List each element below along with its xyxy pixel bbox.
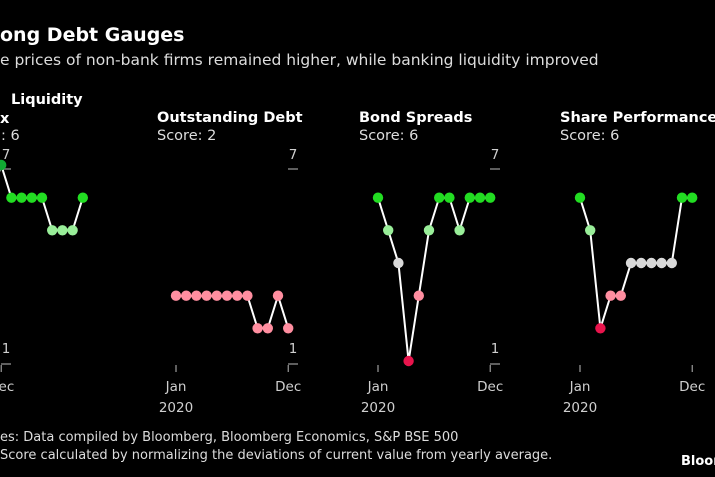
- data-point: [595, 323, 606, 334]
- chart-subtitle: e prices of non-bank firms remained high…: [0, 51, 599, 69]
- data-point: [656, 257, 667, 269]
- x-tick-label: Dec: [477, 379, 503, 395]
- x-year-label: 2020: [361, 400, 395, 416]
- x-tick-label: Jan: [569, 379, 591, 395]
- data-point: [36, 192, 48, 203]
- panel-score: : 6: [1, 128, 20, 144]
- panel-title: Share Performance: [560, 110, 715, 126]
- data-point: [676, 192, 688, 203]
- y-tick-label: 1: [289, 341, 298, 357]
- panel-score: Score: 2: [157, 128, 216, 144]
- panel-subtitle: x: [0, 111, 10, 127]
- data-point: [252, 323, 263, 334]
- data-point: [464, 192, 475, 203]
- data-point: [423, 225, 435, 236]
- x-tick-label: Dec: [275, 379, 301, 395]
- chart-panel-2: Outstanding Debt Score: 2 7 1 Jan Dec 2020: [157, 110, 303, 416]
- data-point: [170, 290, 182, 301]
- data-point: [646, 257, 657, 269]
- data-point: [16, 192, 27, 203]
- y-tick-label: 7: [289, 147, 298, 163]
- data-point: [77, 192, 89, 203]
- data-point: [574, 192, 586, 203]
- panel-title: Outstanding Debt: [157, 110, 303, 126]
- data-point: [636, 257, 647, 269]
- data-point: [47, 225, 58, 236]
- data-point: [0, 159, 7, 171]
- data-point: [474, 192, 486, 203]
- data-point: [232, 290, 243, 301]
- chart-title: ong Debt Gauges: [0, 24, 185, 46]
- x-tick-label: Dec: [679, 379, 705, 395]
- data-point: [615, 290, 626, 301]
- x-tick-label: Jan: [165, 379, 187, 395]
- source-note: es: Data compiled by Bloomberg, Bloomber…: [0, 430, 459, 445]
- x-tick-label: Dec: [0, 379, 14, 395]
- x-year-label: 2020: [563, 400, 597, 416]
- data-point: [221, 290, 233, 301]
- data-point: [434, 192, 445, 203]
- data-point: [625, 257, 637, 269]
- chart-panel-3: Bond Spreads Score: 6 7 1 Jan Dec 2020: [359, 110, 503, 416]
- data-point: [272, 290, 284, 301]
- panel-title: Bond Spreads: [359, 110, 472, 126]
- data-point: [383, 225, 394, 236]
- y-tick-label: 1: [491, 341, 500, 357]
- data-point: [67, 225, 78, 236]
- data-point: [191, 290, 202, 301]
- data-point: [262, 323, 273, 334]
- data-point: [283, 323, 294, 334]
- data-point: [444, 192, 455, 203]
- chart-panel-4: Share Performance Score: 6 Jan Dec 2020: [560, 110, 715, 416]
- data-point: [666, 257, 677, 269]
- data-point: [211, 290, 222, 301]
- data-point: [393, 257, 404, 269]
- bloomberg-logo: Bloomberg: [681, 454, 715, 469]
- panel-title: Liquidity: [11, 92, 83, 108]
- series-line: [377, 196, 491, 362]
- series-line: [176, 292, 290, 330]
- data-point: [687, 192, 698, 203]
- data-point: [485, 192, 496, 203]
- y-tick-label: 7: [2, 147, 11, 163]
- data-point: [57, 225, 68, 236]
- y-tick-label: 7: [491, 147, 500, 163]
- methodology-note: Score calculated by normalizing the devi…: [0, 448, 553, 463]
- x-tick-label: Jan: [367, 379, 389, 395]
- data-point: [403, 355, 414, 367]
- panel-score: Score: 6: [560, 128, 619, 144]
- x-year-label: 2020: [159, 400, 193, 416]
- data-point: [585, 225, 596, 236]
- data-point: [6, 192, 17, 203]
- y-tick-label: 1: [2, 341, 11, 357]
- data-point: [242, 290, 253, 301]
- panel-score: Score: 6: [359, 128, 418, 144]
- data-point: [201, 290, 212, 301]
- data-point: [413, 290, 424, 301]
- data-point: [26, 192, 37, 203]
- data-point: [181, 290, 192, 301]
- data-point: [605, 290, 616, 301]
- data-point: [372, 192, 384, 203]
- data-point: [454, 225, 465, 236]
